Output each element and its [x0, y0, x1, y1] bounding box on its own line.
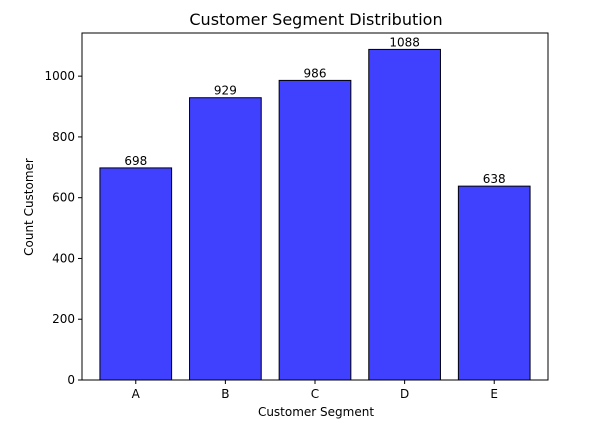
data-label-E: 638 — [483, 172, 506, 186]
data-labels-layer: 698 929 986 1088 638 — [124, 35, 505, 186]
y-tick-label: 600 — [52, 191, 75, 205]
y-tick-label: 200 — [52, 312, 75, 326]
bar-E — [457, 185, 531, 381]
y-tick-label: 1000 — [44, 69, 75, 83]
bar-D — [368, 48, 441, 381]
data-label-B: 929 — [214, 84, 237, 98]
plot-area: 698 929 986 1088 638 0 200 400 600 800 1000 A B C D E — [44, 32, 549, 401]
y-tick-label: 400 — [52, 251, 75, 265]
x-tick-label: C — [311, 387, 319, 401]
x-tick-label: A — [132, 387, 141, 401]
x-axis-label: Customer Segment — [258, 405, 374, 419]
bar-B — [189, 97, 262, 381]
data-label-C: 986 — [304, 66, 327, 80]
bar-A — [99, 167, 173, 381]
y-tick-label: 800 — [52, 130, 75, 144]
y-tick-label: 0 — [67, 373, 75, 387]
y-axis-ticks: 0 200 400 600 800 1000 — [44, 69, 82, 387]
bar-C — [278, 79, 352, 381]
data-label-D: 1088 — [389, 35, 420, 49]
data-label-A: 698 — [124, 154, 147, 168]
x-tick-label: D — [400, 387, 409, 401]
x-tick-label: B — [221, 387, 229, 401]
x-tick-label: E — [490, 387, 498, 401]
bars-layer — [99, 48, 531, 381]
chart-title: Customer Segment Distribution — [189, 10, 442, 29]
y-axis-label: Count Customer — [22, 158, 36, 256]
x-axis-ticks: A B C D E — [132, 380, 498, 401]
